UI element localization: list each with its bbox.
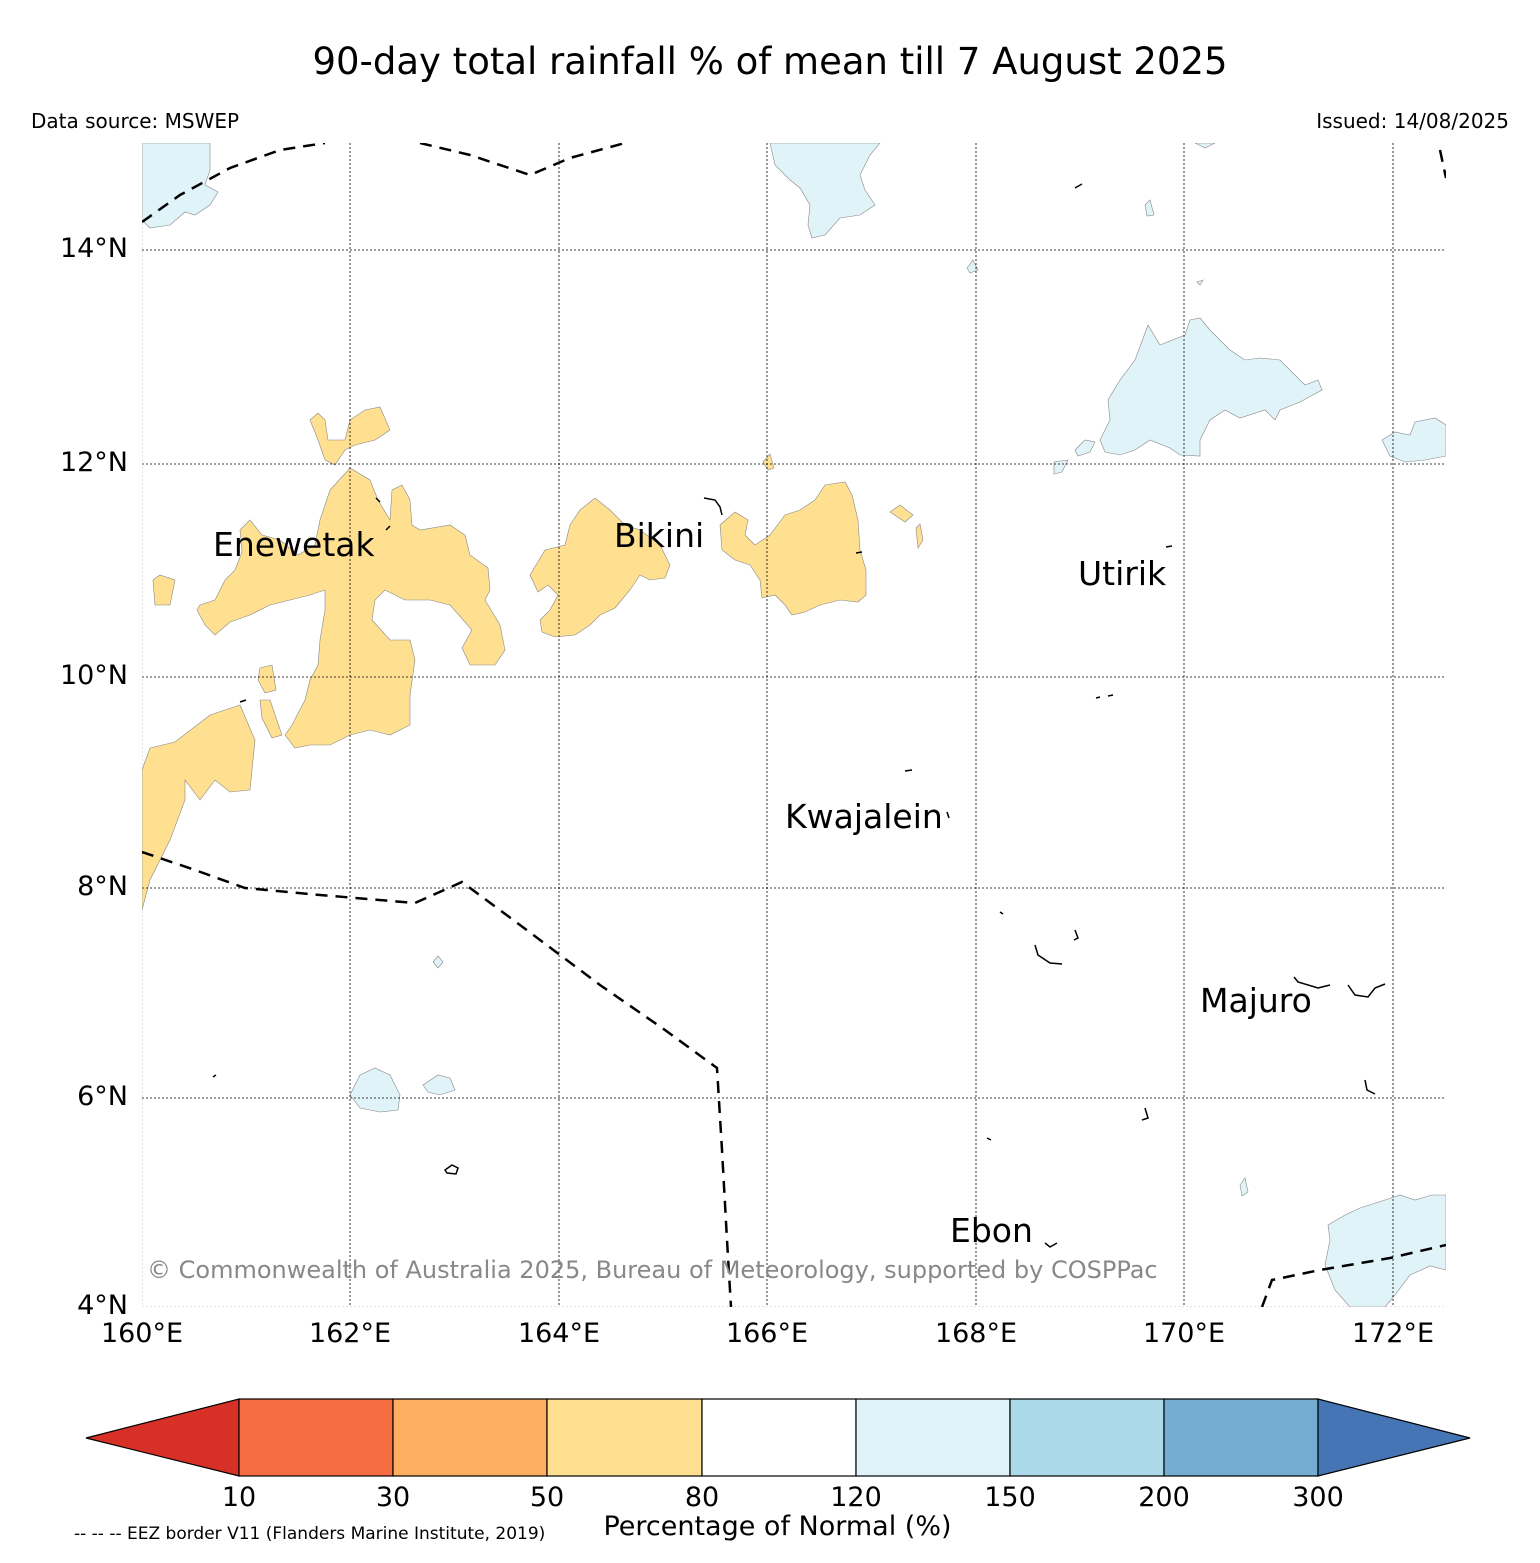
dry-region-small-5 xyxy=(915,523,924,549)
place-label: Majuro xyxy=(1200,981,1312,1020)
island-atoll xyxy=(1044,1242,1058,1248)
island-atoll xyxy=(1293,976,1331,989)
dry-region-bikini xyxy=(529,497,671,638)
data-source: Data source: MSWEP xyxy=(31,109,240,133)
lat-label: 12°N xyxy=(59,447,128,478)
grid-lines xyxy=(142,143,1446,1307)
eez-legend-note: -- -- -- EEZ border V11 (Flanders Marine… xyxy=(74,1524,546,1544)
island-outlines xyxy=(212,183,1386,1248)
wet-regions xyxy=(142,143,1446,1307)
dry-region-small-4 xyxy=(889,504,914,523)
colorbar-segment xyxy=(701,1398,857,1477)
wet-region-small-a xyxy=(1144,199,1155,217)
colorbar xyxy=(85,1398,1471,1477)
colorbar-segment xyxy=(238,1398,394,1477)
colorbar-extend-low xyxy=(85,1398,240,1477)
island-atoll xyxy=(1034,944,1063,965)
island-atoll xyxy=(1364,1079,1376,1095)
wet-region-north xyxy=(769,143,881,239)
lon-label: 172°E xyxy=(1351,1318,1435,1349)
colorbar-segment xyxy=(1163,1398,1319,1477)
island-atoll xyxy=(1073,929,1079,941)
island-atoll xyxy=(443,1164,459,1175)
dry-region-small-1 xyxy=(152,574,176,606)
dry-region-enewetak xyxy=(142,704,256,911)
wet-region-small-c xyxy=(1194,143,1216,149)
lon-label: 166°E xyxy=(725,1318,809,1349)
colorbar-segment xyxy=(1009,1398,1165,1477)
island-atoll xyxy=(1074,183,1083,189)
wet-region-east-edge xyxy=(1381,417,1446,463)
lat-label: 8°N xyxy=(77,871,128,902)
island-atoll xyxy=(1095,694,1114,699)
map-fills xyxy=(142,143,1446,1307)
wet-region-ne xyxy=(1099,317,1323,457)
lat-label: 14°N xyxy=(59,233,128,264)
lon-label: 160°E xyxy=(100,1318,184,1349)
lon-label: 164°E xyxy=(517,1318,601,1349)
lon-label: 168°E xyxy=(934,1318,1018,1349)
colorbar-tick: 150 xyxy=(984,1482,1036,1513)
island-atoll xyxy=(904,769,913,772)
place-label: Ebon xyxy=(950,1211,1033,1250)
island-atoll xyxy=(239,699,247,703)
lat-label: 4°N xyxy=(77,1290,128,1321)
colorbar-tick: 80 xyxy=(684,1482,720,1513)
colorbar-tick: 30 xyxy=(375,1482,411,1513)
colorbar-tick: 10 xyxy=(221,1482,257,1513)
colorbar-segment xyxy=(855,1398,1011,1477)
dry-region-small-3 xyxy=(259,699,283,739)
island-atoll xyxy=(986,1137,992,1141)
wet-region-ne-small-1 xyxy=(1074,439,1096,457)
island-atoll xyxy=(1347,983,1386,998)
dry-region-small-6 xyxy=(762,453,775,471)
place-label: Kwajalein xyxy=(785,797,943,836)
dry-region-enewetak-main xyxy=(196,467,506,749)
colorbar-segment xyxy=(546,1398,703,1477)
colorbar-title: Percentage of Normal (%) xyxy=(603,1511,952,1542)
wet-region-se xyxy=(1324,1194,1446,1307)
issued-date: Issued: 14/08/2025 xyxy=(1316,109,1509,133)
place-label: Enewetak xyxy=(213,525,376,564)
island-atoll xyxy=(999,911,1004,915)
colorbar-tick: 120 xyxy=(830,1482,882,1513)
lat-label: 6°N xyxy=(77,1081,128,1112)
island-atoll xyxy=(212,1074,217,1078)
colorbar-extend-high xyxy=(1317,1398,1471,1477)
island-atoll xyxy=(375,497,391,531)
map-title: 90-day total rainfall % of mean till 7 A… xyxy=(312,40,1228,83)
wet-region-se-small xyxy=(1239,1177,1249,1197)
lat-label: 10°N xyxy=(59,660,128,691)
wet-region-south-1 xyxy=(349,1067,401,1113)
wet-region-small-b xyxy=(966,259,979,274)
copyright-notice: © Commonwealth of Australia 2025, Bureau… xyxy=(147,1256,1158,1284)
colorbar-tick: 300 xyxy=(1292,1482,1344,1513)
wet-region-south-2 xyxy=(422,1074,456,1096)
dry-region-east xyxy=(719,481,867,616)
island-atoll xyxy=(946,811,950,819)
colorbar-tick: 50 xyxy=(529,1482,565,1513)
wet-region-nw xyxy=(142,143,219,229)
island-atoll xyxy=(855,551,863,554)
lon-label: 170°E xyxy=(1142,1318,1226,1349)
colorbar-segment xyxy=(392,1398,548,1477)
place-label: Bikini xyxy=(614,516,704,555)
island-atoll xyxy=(1141,1107,1149,1121)
wet-region-ne-small-2 xyxy=(1053,459,1069,475)
colorbar-tick: 200 xyxy=(1138,1482,1190,1513)
island-atoll xyxy=(1165,545,1173,548)
wet-region-south-3 xyxy=(432,955,444,969)
wet-region-small-d xyxy=(1196,279,1204,286)
dry-region-small-2 xyxy=(257,664,277,694)
lon-label: 162°E xyxy=(308,1318,392,1349)
place-label: Utirik xyxy=(1078,554,1167,593)
island-atoll xyxy=(703,497,723,516)
eez-border xyxy=(142,143,1446,1307)
